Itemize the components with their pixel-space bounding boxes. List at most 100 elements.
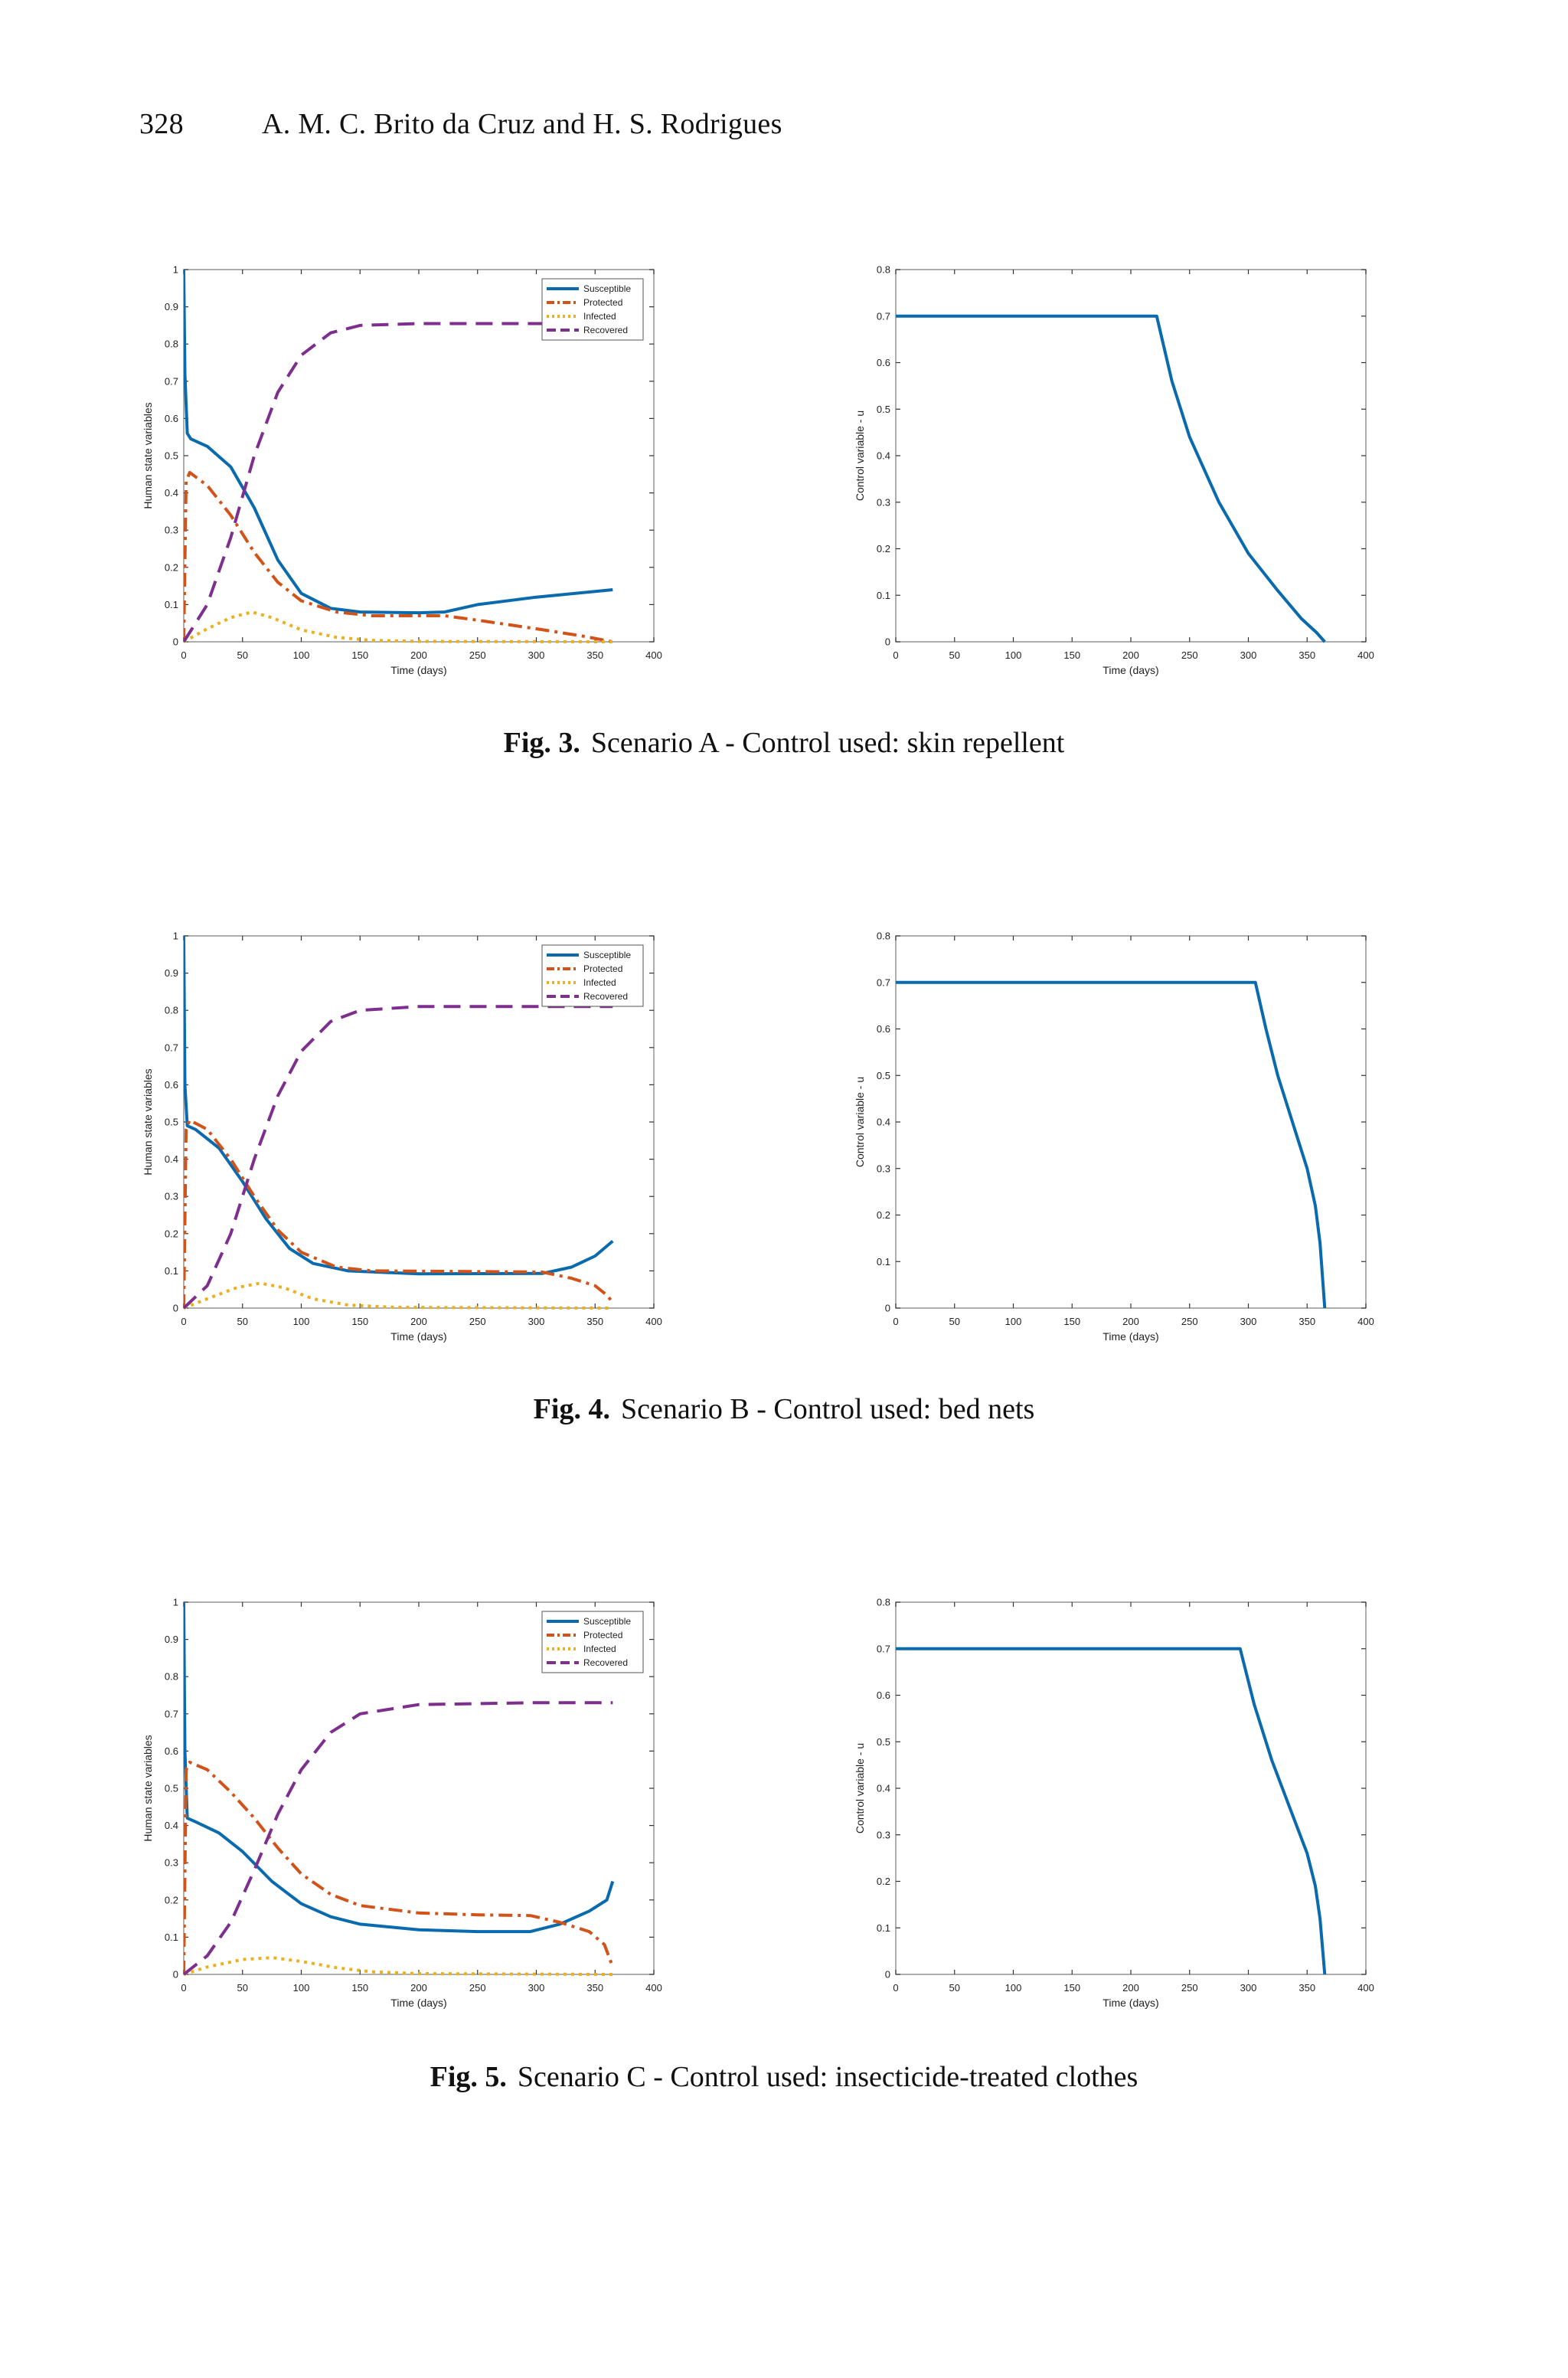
fig3-y-tick-label: 0.7 <box>877 310 890 322</box>
fig3-control-chart: 0 50 100 150 200 250 300 350 400 0 0.1 0.2 0.3 0.4 0.5… <box>854 264 1374 677</box>
fig3-y-axis-label: Control variable - u <box>854 411 866 501</box>
fig3-y-tick-label: 0.3 <box>165 525 178 536</box>
fig5-y-tick-label: 0.9 <box>165 1634 178 1645</box>
fig4-y-tick-label: 0.8 <box>165 1005 178 1016</box>
fig3-series-susceptible-line <box>184 269 613 615</box>
fig5-human-state-chart: 0 50 100 150 200 250 300 350 400 0 0.1 0.2 0.3 0.4 0.5… <box>142 1597 662 2010</box>
fig5-x-tick-label: 300 <box>528 1982 545 1994</box>
fig4-y-tick-label: 0.1 <box>877 1256 890 1268</box>
fig5-caption: Fig. 5. Scenario C - Control used: insect… <box>0 2060 1568 2094</box>
fig5-plot-frame <box>895 1601 1367 1975</box>
fig5-y-tick-label: 0.7 <box>877 1643 890 1654</box>
fig4-legend-label-infected: Infected <box>583 977 616 988</box>
fig4-x-tick-label: 350 <box>1298 1316 1315 1327</box>
fig4-legend: Susceptible Protected Infected Recovered <box>541 944 644 1007</box>
fig4-x-tick-label: 250 <box>469 1316 486 1327</box>
fig5-x-tick-label: 300 <box>1240 1982 1257 1994</box>
fig3-x-axis-label: Time (days) <box>390 664 446 676</box>
fig5-y-tick-label: 0.5 <box>877 1736 890 1748</box>
fig3-y-tick-label: 0 <box>173 636 178 648</box>
fig4-y-tick-label: 0.2 <box>877 1209 890 1221</box>
fig3-x-tick-label: 50 <box>237 649 248 661</box>
fig3-y-tick-label: 0 <box>885 636 890 648</box>
fig5-y-tick-label: 0.2 <box>877 1876 890 1887</box>
fig3-x-tick-label: 350 <box>1298 649 1315 661</box>
fig3-y-tick-label: 0.6 <box>165 413 178 424</box>
fig5-y-tick-label: 0.8 <box>165 1671 178 1683</box>
fig3-series-recovered-line <box>184 322 613 643</box>
fig5-x-tick-label: 400 <box>1357 1982 1374 1994</box>
fig4-legend-label-protected: Protected <box>583 963 622 974</box>
fig3-y-tick-label: 0.2 <box>877 543 890 554</box>
fig4-x-axis-label: Time (days) <box>390 1330 446 1343</box>
fig5-legend-label-susceptible: Susceptible <box>583 1616 631 1627</box>
fig5-y-tick-label: 0.1 <box>877 1922 890 1934</box>
fig3-series-u-line <box>896 314 1326 643</box>
fig3-x-tick-label: 50 <box>949 649 960 661</box>
fig4-x-tick-label: 300 <box>528 1316 545 1327</box>
fig4-y-tick-label: 0.6 <box>165 1079 178 1091</box>
fig4-x-axis-label: Time (days) <box>1102 1330 1158 1343</box>
fig3-y-tick-label: 0.8 <box>877 264 890 276</box>
fig3-series-infected-line <box>184 610 613 643</box>
fig5-x-tick-label: 50 <box>949 1982 960 1994</box>
fig4-x-tick-label: 300 <box>1240 1316 1257 1327</box>
fig4-y-tick-label: 0.9 <box>165 967 178 979</box>
fig4-y-tick-label: 0.6 <box>877 1023 890 1035</box>
fig3-y-tick-label: 0.2 <box>165 561 178 573</box>
fig3-x-tick-label: 150 <box>1063 649 1080 661</box>
fig4-x-tick-label: 400 <box>645 1316 662 1327</box>
fig4-control-chart: 0 50 100 150 200 250 300 350 400 0 0.1 0.2 0.3 0.4 0.5… <box>854 931 1374 1343</box>
fig4-x-tick-label: 100 <box>293 1316 310 1327</box>
fig3-x-tick-label: 150 <box>351 649 368 661</box>
fig3-legend: Susceptible Protected Infected Recovered <box>541 278 644 341</box>
fig4-series-susceptible-line <box>184 935 614 1276</box>
fig3-x-tick-label: 250 <box>1181 649 1198 661</box>
fig4-x-tick-label: 350 <box>586 1316 603 1327</box>
fig3-x-tick-label: 100 <box>1005 649 1022 661</box>
fig5-y-tick-label: 0.4 <box>165 1820 178 1831</box>
fig5-y-tick-label: 0.7 <box>165 1708 178 1719</box>
fig5-caption-text: Scenario C - Control used: insecticide-t… <box>517 2061 1138 2093</box>
fig4-x-tick-label: 150 <box>1063 1316 1080 1327</box>
fig4-x-tick-label: 250 <box>1181 1316 1198 1327</box>
page-number: 328 <box>139 108 184 140</box>
fig5-x-tick-label: 100 <box>293 1982 310 1994</box>
fig4-y-axis-label: Human state variables <box>142 1068 154 1175</box>
fig3-y-tick-label: 0.3 <box>877 496 890 508</box>
fig5-y-tick-label: 0 <box>885 1969 890 1981</box>
fig3-y-tick-label: 0.6 <box>877 357 890 368</box>
fig3-series-protected-line <box>184 470 613 643</box>
fig5-label: Fig. 5. <box>430 2061 507 2093</box>
running-header: 328 A. M. C. Brito da Cruz and H. S. Rodr… <box>139 107 782 141</box>
fig3-x-tick-label: 300 <box>1240 649 1257 661</box>
fig3-x-axis-label: Time (days) <box>1102 664 1158 676</box>
fig5-series-u-line <box>896 1647 1327 1975</box>
fig5-x-tick-label: 100 <box>1005 1982 1022 1994</box>
fig5-x-tick-label: 250 <box>1181 1982 1198 1994</box>
fig3-human-state-chart: 0 50 100 150 200 250 300 350 400 0 0.1 0.2 0.3 0.4 0.5… <box>142 264 662 677</box>
fig3-x-tick-label: 250 <box>469 649 486 661</box>
fig4-y-tick-label: 0.2 <box>165 1228 178 1239</box>
fig4-y-tick-label: 0.4 <box>877 1117 890 1128</box>
fig4-y-tick-label: 0.4 <box>165 1153 178 1165</box>
fig3-x-tick-label: 0 <box>181 649 186 661</box>
fig5-x-tick-label: 350 <box>586 1982 603 1994</box>
fig3-legend-label-susceptible: Susceptible <box>583 283 631 294</box>
fig4-y-tick-label: 0.5 <box>877 1070 890 1081</box>
fig3-y-tick-label: 0.1 <box>877 590 890 601</box>
fig4-x-tick-label: 0 <box>893 1316 898 1327</box>
fig4-y-tick-label: 0 <box>885 1303 890 1314</box>
fig4-legend-label-recovered: Recovered <box>583 991 628 1002</box>
fig3-legend-label-protected: Protected <box>583 297 622 308</box>
fig3-caption-text: Scenario A - Control used: skin repellen… <box>590 727 1065 759</box>
fig3-x-tick-label: 400 <box>1357 649 1374 661</box>
fig5-y-tick-label: 0.4 <box>877 1783 890 1794</box>
fig3-x-tick-label: 300 <box>528 649 545 661</box>
fig3-x-tick-label: 350 <box>586 649 603 661</box>
fig4-y-tick-label: 0.3 <box>877 1163 890 1174</box>
fig4-y-tick-label: 0.5 <box>165 1117 178 1128</box>
fig4-x-tick-label: 150 <box>351 1316 368 1327</box>
fig4-x-tick-label: 50 <box>237 1316 248 1327</box>
fig3-y-axis-label: Human state variables <box>142 402 154 509</box>
